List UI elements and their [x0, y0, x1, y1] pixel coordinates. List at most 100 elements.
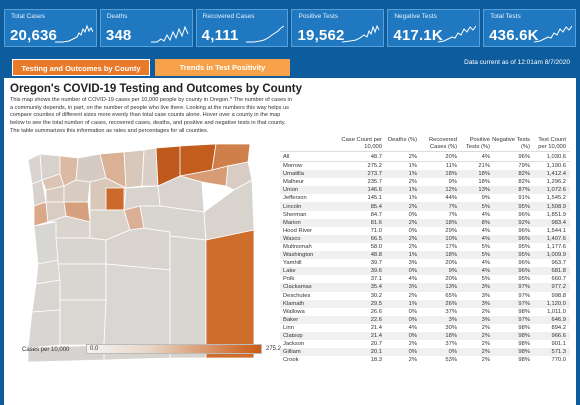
- table-row[interactable]: Baker 22.6 0% 3% 3% 97% 646.9: [280, 315, 570, 324]
- cell-test-count: 646.9: [551, 316, 566, 323]
- cell-negative: 82%: [518, 171, 530, 178]
- cell-case-count: 48.8: [370, 252, 382, 259]
- cell-county: All: [283, 153, 290, 160]
- table-row[interactable]: Umatilla 273.7 1% 18% 18% 82% 1,412.4: [280, 170, 570, 179]
- table-row[interactable]: Jackson 20.7 2% 37% 2% 98% 901.1: [280, 340, 570, 348]
- cell-case-count: 71.0: [370, 227, 382, 234]
- table-row[interactable]: Linn 21.4 4% 30% 2% 98% 894.2: [280, 324, 570, 332]
- cell-county: Umatilla: [283, 171, 304, 178]
- table-row[interactable]: Marion 81.6 2% 18% 8% 92% 983.4: [280, 218, 570, 227]
- table-row[interactable]: Gilliam 20.1 0% 0% 2% 98% 571.3: [280, 348, 570, 357]
- table-row[interactable]: Multnomah 58.0 2% 17% 5% 95% 1,177.6: [280, 243, 570, 251]
- table-row[interactable]: Sherman 84.7 0% 7% 4% 96% 1,851.9: [280, 211, 570, 219]
- cell-positive: 18%: [478, 171, 490, 178]
- cell-recovered: 20%: [445, 153, 457, 160]
- cell-positive: 4%: [481, 260, 490, 267]
- oregon-county-map[interactable]: [20, 140, 270, 370]
- table-row[interactable]: Washington 48.8 1% 18% 5% 95% 1,009.9: [280, 251, 570, 260]
- table-row-all[interactable]: All 48.7 2% 20% 4% 96% 1,030.6: [280, 152, 570, 162]
- kpi-positive-tests[interactable]: Positive Tests 19,562: [291, 9, 385, 47]
- table-row[interactable]: Lincoln 85.4 2% 7% 5% 95% 1,508.9: [280, 202, 570, 211]
- cell-recovered: 18%: [445, 219, 457, 226]
- table-row[interactable]: Wallowa 26.6 0% 37% 2% 98% 1,011.0: [280, 308, 570, 316]
- cell-test-count: 1,545.2: [546, 195, 566, 202]
- cell-recovered: 17%: [445, 243, 457, 250]
- header-negative[interactable]: Negative Tests (%): [492, 137, 530, 150]
- cell-county: Jackson: [283, 341, 305, 348]
- cell-negative: 79%: [518, 163, 530, 170]
- cell-negative: 97%: [518, 300, 530, 307]
- cell-county: Marion: [283, 219, 301, 226]
- cell-test-count: 1,072.6: [546, 187, 566, 194]
- cell-positive: 2%: [481, 341, 490, 348]
- cell-deaths: 1%: [408, 187, 417, 194]
- table-row[interactable]: Hood River 71.0 0% 29% 4% 96% 1,544.1: [280, 227, 570, 235]
- page-description: This map shows the number of COVID-19 ca…: [10, 97, 292, 134]
- cell-county: Hood River: [283, 227, 312, 234]
- cell-deaths: 2%: [408, 179, 417, 186]
- header-test-count[interactable]: Test Count per 10,000: [538, 137, 566, 150]
- table-row[interactable]: Yamhill 39.7 3% 20% 4% 96% 963.7: [280, 259, 570, 267]
- table-row[interactable]: Jefferson 145.1 1% 44% 9% 91% 1,545.2: [280, 194, 570, 202]
- kpi-label: Deaths: [106, 13, 128, 20]
- cell-deaths: 1%: [408, 300, 417, 307]
- table-row[interactable]: Deschutes 30.2 2% 65% 3% 97% 998.8: [280, 292, 570, 300]
- table-row[interactable]: Crook 18.3 2% 53% 2% 98% 770.0: [280, 356, 570, 364]
- kpi-negative-tests[interactable]: Negative Tests 417.1K: [387, 9, 481, 47]
- table-row[interactable]: Malheur 235.7 2% 9% 18% 82% 1,296.2: [280, 178, 570, 186]
- cell-case-count: 275.2: [367, 163, 382, 170]
- cell-test-count: 1,030.6: [546, 153, 566, 160]
- table-row[interactable]: Morrow 275.2 1% 11% 21% 79% 1,190.6: [280, 162, 570, 170]
- header-positive[interactable]: Positive Tests (%): [465, 137, 490, 150]
- cell-test-count: 770.0: [551, 357, 566, 364]
- table-row[interactable]: Clackamas 35.4 3% 13% 3% 97% 977.2: [280, 283, 570, 292]
- cell-negative: 98%: [518, 333, 530, 340]
- cell-negative: 97%: [518, 316, 530, 323]
- county-malheur: [205, 229, 255, 359]
- tab-testing-outcomes[interactable]: Testing and Outcomes by County: [12, 59, 150, 76]
- header-case-count[interactable]: Case Count per 10,000: [341, 137, 382, 150]
- cell-test-count: 894.2: [551, 324, 566, 331]
- cell-case-count: 20.7: [370, 341, 382, 348]
- table-row[interactable]: Klamath 29.5 1% 26% 3% 97% 1,120.0: [280, 299, 570, 308]
- kpi-total-cases[interactable]: Total Cases 20,636: [4, 9, 97, 47]
- cell-recovered: 0%: [448, 349, 457, 356]
- kpi-deaths[interactable]: Deaths 348: [99, 9, 193, 47]
- kpi-total-tests[interactable]: Total Tests 436.6K: [483, 9, 576, 47]
- county-jefferson: [105, 187, 125, 211]
- cell-case-count: 84.7: [370, 211, 382, 218]
- cell-deaths: 2%: [408, 341, 417, 348]
- cell-recovered: 37%: [445, 308, 457, 315]
- cell-negative: 91%: [518, 195, 530, 202]
- cell-negative: 98%: [518, 357, 530, 364]
- cell-case-count: 146.6: [367, 187, 382, 194]
- legend-max: 275.2: [266, 346, 282, 352]
- county-clackamas: [63, 179, 91, 203]
- cell-negative: 96%: [518, 268, 530, 275]
- cell-deaths: 0%: [408, 333, 417, 340]
- table-row[interactable]: Wasco 66.5 2% 10% 4% 96% 1,407.6: [280, 234, 570, 243]
- table-row[interactable]: Lake 39.6 0% 9% 4% 96% 681.8: [280, 267, 570, 276]
- cell-case-count: 273.7: [367, 171, 382, 178]
- cell-positive: 2%: [481, 357, 490, 364]
- cell-case-count: 48.7: [370, 153, 382, 160]
- county-baker: [225, 161, 253, 191]
- cell-positive: 2%: [481, 324, 490, 331]
- cell-county: Sherman: [283, 211, 307, 218]
- cell-negative: 98%: [518, 324, 530, 331]
- table-row[interactable]: Union 146.6 1% 12% 13% 87% 1,072.6: [280, 186, 570, 195]
- table-row[interactable]: Clatsop 21.4 0% 18% 2% 98% 966.6: [280, 331, 570, 341]
- tab-test-positivity[interactable]: Trends in Test Positivity: [155, 59, 290, 76]
- cell-county: Lincoln: [283, 203, 302, 210]
- cell-recovered: 9%: [448, 179, 457, 186]
- cell-deaths: 3%: [408, 260, 417, 267]
- cell-recovered: 20%: [445, 276, 457, 283]
- kpi-label: Total Cases: [11, 13, 45, 20]
- table-row[interactable]: Polk 37.1 4% 20% 5% 95% 660.7: [280, 275, 570, 283]
- kpi-recovered-cases[interactable]: Recovered Cases 4,111: [195, 9, 289, 47]
- header-deaths[interactable]: Deaths (%): [388, 137, 417, 143]
- cell-positive: 3%: [481, 316, 490, 323]
- header-recovered[interactable]: Recovered Cases (%): [428, 137, 457, 150]
- cell-deaths: 1%: [408, 171, 417, 178]
- cell-recovered: 9%: [448, 268, 457, 275]
